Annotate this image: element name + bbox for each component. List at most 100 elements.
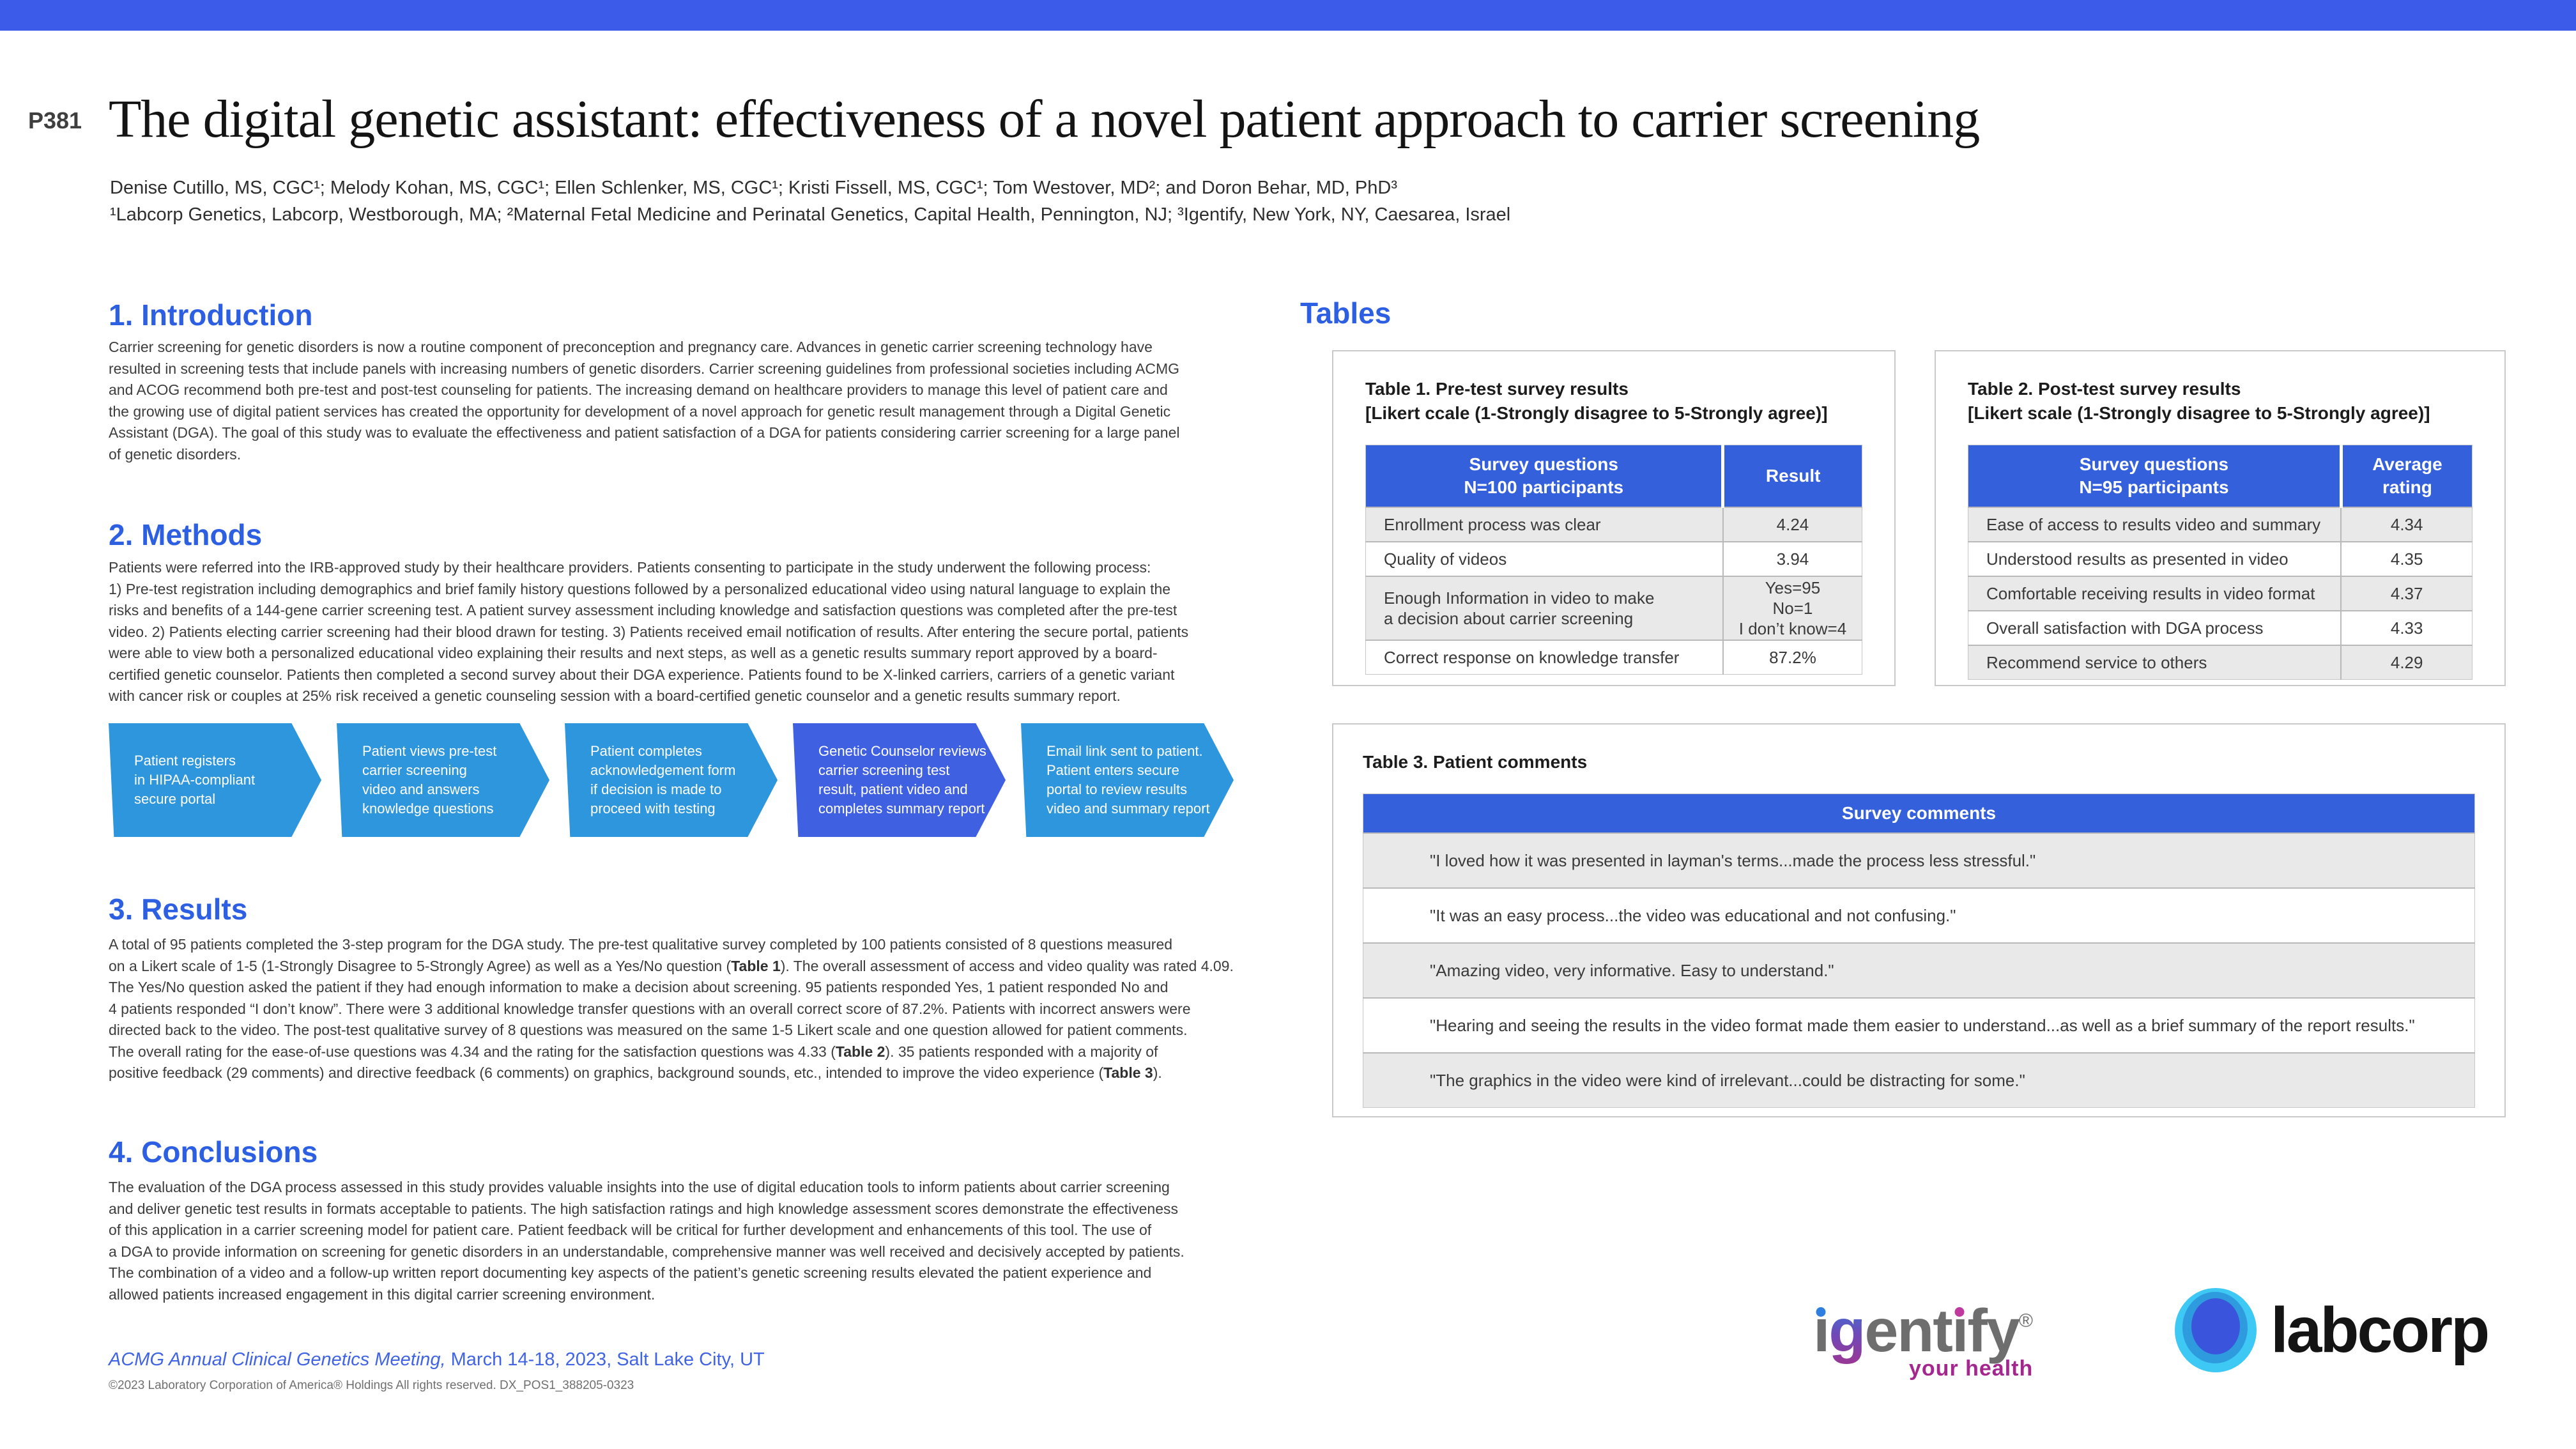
registered-trademark-icon: ® bbox=[2018, 1310, 2033, 1331]
igentify-tagline: your health bbox=[1909, 1356, 2034, 1381]
conclusions-heading: 4. Conclusions bbox=[109, 1135, 318, 1169]
table1-result-cell: 3.94 bbox=[1722, 541, 1862, 576]
table1-col2-header: Result bbox=[1722, 445, 1862, 507]
table3-reference: Table 3 bbox=[1103, 1064, 1153, 1081]
table2-question-cell: Understood results as presented in video bbox=[1968, 541, 2342, 576]
results-text-4: ). bbox=[1153, 1064, 1162, 1081]
table2-rating-cell: 4.35 bbox=[2340, 541, 2472, 576]
methods-body: Patients were referred into the IRB-appr… bbox=[109, 559, 1189, 704]
table-row: Correct response on knowledge transfer 8… bbox=[1365, 640, 1862, 675]
flow-step-4: Genetic Counselor reviews carrier screen… bbox=[793, 723, 1006, 837]
patient-comment: "I loved how it was presented in layman'… bbox=[1363, 832, 2475, 888]
flow-step-4-label: Genetic Counselor reviews carrier screen… bbox=[818, 743, 986, 816]
copyright-line: ©2023 Laboratory Corporation of America®… bbox=[109, 1379, 634, 1392]
table-row: Quality of videos 3.94 bbox=[1365, 541, 1862, 576]
labcorp-wordmark: labcorp bbox=[2271, 1294, 2490, 1366]
table-row: Understood results as presented in video… bbox=[1968, 541, 2472, 576]
introduction-heading: 1. Introduction bbox=[109, 298, 313, 332]
table2-caption: Table 2. Post-test survey results [Liker… bbox=[1968, 379, 2430, 423]
table1-reference: Table 1 bbox=[731, 957, 781, 974]
conference-date-location: March 14-18, 2023, Salt Lake City, UT bbox=[445, 1349, 765, 1370]
table3-col-header: Survey comments bbox=[1363, 793, 2475, 833]
igentify-logo: ıgent ıfy® your health bbox=[1813, 1289, 2033, 1381]
table1-header-row: Survey questions N=100 participants Resu… bbox=[1365, 445, 1862, 507]
table1-result-cell: 87.2% bbox=[1722, 640, 1862, 675]
top-accent-bar bbox=[0, 0, 2576, 31]
flow-step-2: Patient views pre-test carrier screening… bbox=[337, 723, 549, 837]
affiliations-line: ¹Labcorp Genetics, Labcorp, Westborough,… bbox=[110, 204, 1511, 225]
igentify-wordmark: ıgent ıfy® bbox=[1813, 1297, 2033, 1365]
table-row: "I loved how it was presented in layman'… bbox=[1363, 832, 2475, 888]
results-heading: 3. Results bbox=[109, 893, 248, 926]
table-row: Recommend service to others 4.29 bbox=[1968, 645, 2472, 680]
table-row: Comfortable receiving results in video f… bbox=[1968, 576, 2472, 611]
flow-step-2-label: Patient views pre-test carrier screening… bbox=[362, 743, 497, 816]
table1-question-cell: Enough Information in video to make a de… bbox=[1365, 576, 1723, 640]
results-text-3: ). 35 patients responded with a majority… bbox=[109, 1043, 1158, 1082]
patient-comment: "It was an easy process...the video was … bbox=[1363, 887, 2475, 943]
table2-header-row: Survey questions N=95 participants Avera… bbox=[1968, 445, 2472, 507]
table1-result-cell: 4.24 bbox=[1722, 507, 1862, 542]
results-body: A total of 95 patients completed the 3-s… bbox=[109, 934, 1234, 1084]
patient-comment: "The graphics in the video were kind of … bbox=[1363, 1052, 2475, 1108]
conference-citation: ACMG Annual Clinical Genetics Meeting, M… bbox=[109, 1349, 765, 1370]
table2-col2-header: Average rating bbox=[2341, 445, 2472, 507]
poster-id: P381 bbox=[28, 107, 82, 134]
conclusions-body: The evaluation of the DGA process assess… bbox=[109, 1179, 1184, 1303]
patient-comment: "Hearing and seeing the results in the v… bbox=[1363, 997, 2475, 1053]
table2: Survey questions N=95 participants Avera… bbox=[1968, 445, 2472, 680]
process-flow-diagram: Patient registers in HIPAA-compliant sec… bbox=[109, 723, 1234, 837]
igentify-gradient-g: g bbox=[1828, 1297, 1866, 1365]
table-row: "Amazing video, very informative. Easy t… bbox=[1363, 942, 2475, 998]
table3: Survey comments "I loved how it was pres… bbox=[1363, 793, 2475, 1108]
table2-rating-cell: 4.29 bbox=[2340, 645, 2472, 680]
table1-card: Table 1. Pre-test survey results [Likert… bbox=[1332, 350, 1896, 686]
conference-name: ACMG Annual Clinical Genetics Meeting, bbox=[109, 1349, 446, 1370]
flow-step-5-label: Email link sent to patient. Patient ente… bbox=[1046, 743, 1210, 816]
table3-caption: Table 3. Patient comments bbox=[1363, 752, 1588, 772]
table2-question-cell: Recommend service to others bbox=[1968, 645, 2342, 680]
table1-col1-header: Survey questions N=100 participants bbox=[1365, 445, 1725, 507]
labcorp-logo: labcorp bbox=[2175, 1288, 2490, 1372]
labcorp-circles-icon bbox=[2175, 1288, 2257, 1372]
flow-step-1: Patient registers in HIPAA-compliant sec… bbox=[109, 723, 321, 837]
authors-line: Denise Cutillo, MS, CGC¹; Melody Kohan, … bbox=[110, 178, 1397, 198]
table2-rating-cell: 4.37 bbox=[2340, 576, 2472, 611]
table2-question-cell: Comfortable receiving results in video f… bbox=[1968, 576, 2342, 611]
table2-question-cell: Ease of access to results video and summ… bbox=[1968, 507, 2342, 542]
table2-col1-header: Survey questions N=95 participants bbox=[1968, 445, 2343, 507]
table1-question-cell: Correct response on knowledge transfer bbox=[1365, 640, 1723, 675]
table-row: "It was an easy process...the video was … bbox=[1363, 887, 2475, 943]
flow-step-3-label: Patient completes acknowledgement form i… bbox=[590, 743, 736, 816]
flow-step-1-label: Patient registers in HIPAA-compliant sec… bbox=[134, 753, 256, 807]
results-text-1: A total of 95 patients completed the 3-s… bbox=[109, 936, 1173, 974]
table2-rating-cell: 4.33 bbox=[2340, 610, 2472, 645]
table-row: Ease of access to results video and summ… bbox=[1968, 507, 2472, 542]
table-row: Enrollment process was clear 4.24 bbox=[1365, 507, 1862, 542]
table-row: Overall satisfaction with DGA process 4.… bbox=[1968, 610, 2472, 645]
table1-question-cell: Quality of videos bbox=[1365, 541, 1723, 576]
results-text-2: ). The overall assessment of access and … bbox=[109, 957, 1234, 1060]
table-row: "Hearing and seeing the results in the v… bbox=[1363, 997, 2475, 1053]
table2-reference: Table 2 bbox=[835, 1043, 885, 1060]
igentify-blue-dot-icon bbox=[1816, 1307, 1826, 1317]
table3-card: Table 3. Patient comments Survey comment… bbox=[1332, 723, 2506, 1117]
table1: Survey questions N=100 participants Resu… bbox=[1365, 445, 1862, 675]
patient-comment: "Amazing video, very informative. Easy t… bbox=[1363, 942, 2475, 998]
methods-heading: 2. Methods bbox=[109, 518, 263, 551]
table1-caption: Table 1. Pre-test survey results [Likert… bbox=[1365, 379, 1828, 423]
tables-heading: Tables bbox=[1300, 296, 1392, 330]
table2-rating-cell: 4.34 bbox=[2340, 507, 2472, 542]
table1-result-cell: Yes=95 No=1 I don’t know=4 bbox=[1722, 576, 1862, 640]
table2-card: Table 2. Post-test survey results [Liker… bbox=[1935, 350, 2506, 686]
poster-title: The digital genetic assistant: effective… bbox=[109, 89, 1980, 149]
table2-question-cell: Overall satisfaction with DGA process bbox=[1968, 610, 2342, 645]
table-row: Enough Information in video to make a de… bbox=[1365, 576, 1862, 640]
introduction-body: Carrier screening for genetic disorders … bbox=[109, 339, 1180, 463]
table1-question-cell: Enrollment process was clear bbox=[1365, 507, 1723, 542]
igentify-magenta-dot-icon bbox=[1954, 1307, 1965, 1317]
table3-header-row: Survey comments bbox=[1363, 793, 2475, 833]
flow-step-5: Email link sent to patient. Patient ente… bbox=[1021, 723, 1234, 837]
table-row: "The graphics in the video were kind of … bbox=[1363, 1052, 2475, 1108]
